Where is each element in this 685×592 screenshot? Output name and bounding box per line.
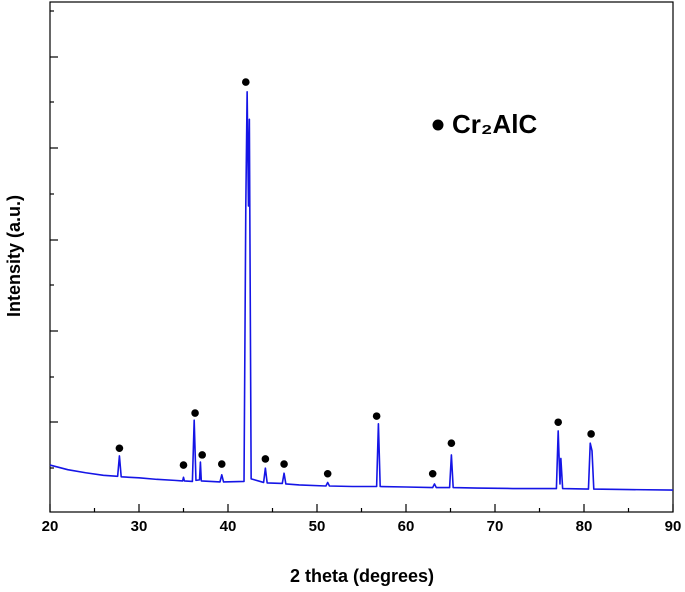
- x-axis-label: 2 theta (degrees): [290, 566, 434, 586]
- x-tick-label: 80: [576, 518, 593, 535]
- peak-marker: [261, 455, 270, 463]
- peak-marker: [217, 460, 226, 468]
- x-tick-label: 70: [487, 518, 504, 535]
- peak-marker: [428, 469, 437, 478]
- peak-marker: [191, 409, 199, 417]
- peak-marker: [447, 439, 456, 447]
- x-tick-label: 20: [42, 518, 59, 535]
- peak-marker: [179, 461, 188, 469]
- spectrum-line: [49, 90, 674, 491]
- legend-label: Cr₂AlC: [452, 109, 537, 139]
- x-tick-label: 60: [398, 518, 415, 535]
- x-tick-label: 40: [220, 518, 237, 535]
- x-tick-label: 90: [665, 518, 682, 535]
- legend-marker: [432, 119, 444, 131]
- peak-marker: [587, 430, 595, 438]
- peak-marker: [554, 418, 562, 427]
- peak-marker: [198, 451, 206, 459]
- plot-frame: [49, 1, 674, 513]
- x-tick-label: 30: [131, 518, 148, 535]
- peak-marker: [280, 460, 288, 468]
- x-tick-label: 50: [309, 518, 326, 535]
- peak-marker: [115, 444, 124, 453]
- y-axis-label: Intensity (a.u.): [4, 195, 24, 317]
- y-axis-ticks: [50, 10, 58, 469]
- peak-marker: [242, 78, 250, 86]
- peak-marker: [323, 469, 332, 478]
- peak-marker: [372, 412, 381, 420]
